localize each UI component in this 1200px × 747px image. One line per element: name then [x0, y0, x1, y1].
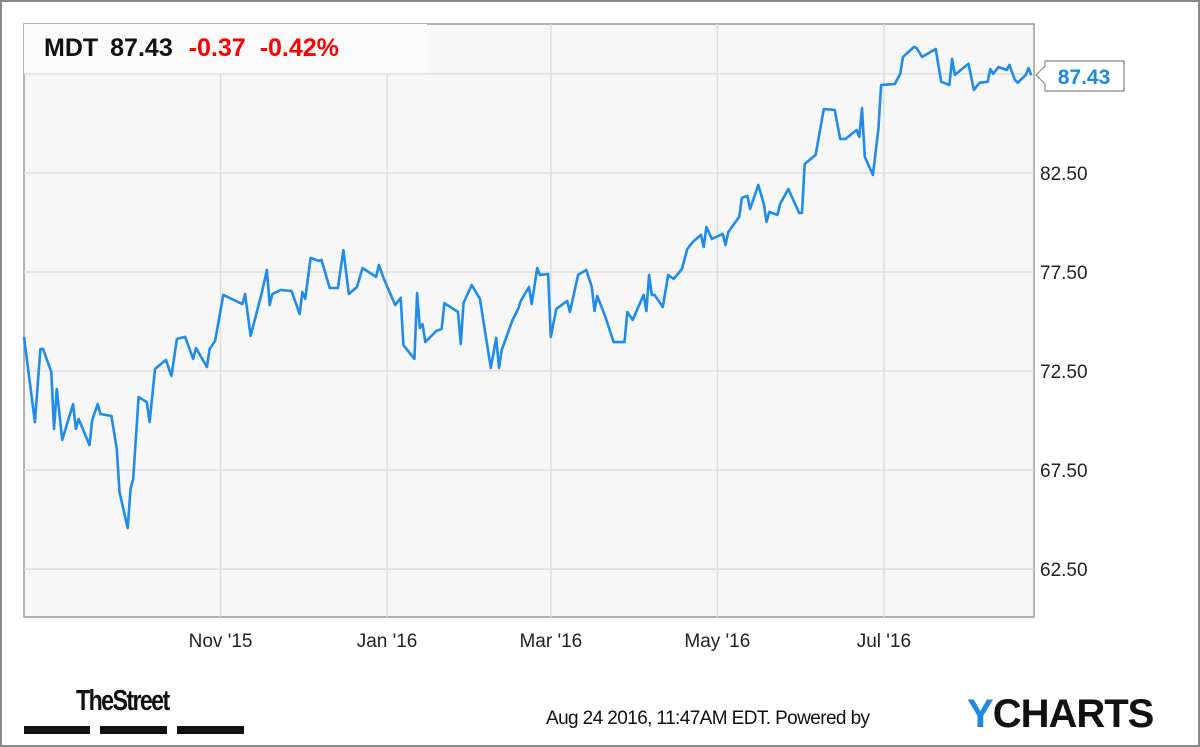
logo-bar	[24, 726, 90, 734]
ycharts-logo: YCHARTS	[967, 692, 1155, 737]
x-axis: Nov '15 Jan '16 Mar '16 May '16 Jul '16	[189, 631, 911, 652]
ycharts-logo-rest: CHARTS	[992, 692, 1155, 736]
y-tick-label: 62.50	[1040, 560, 1088, 581]
price-line[interactable]	[22, 45, 1033, 530]
powered-by: Powered by	[775, 708, 870, 729]
y-tick-label: 67.50	[1040, 461, 1088, 482]
x-tick-label: May '16	[684, 631, 750, 652]
x-tick-label: Nov '15	[189, 631, 253, 652]
callout-box	[1035, 60, 1125, 92]
x-tick-label: Jul '16	[857, 631, 911, 652]
x-tick-label: Mar '16	[519, 631, 582, 652]
timestamp: Aug 24 2016, 11:47AM EDT.	[546, 708, 771, 729]
y-axis: 62.50 67.50 72.50 77.50 82.50	[1040, 164, 1088, 581]
logo-bar	[177, 726, 244, 734]
y-tick-label: 82.50	[1040, 164, 1088, 185]
quote-price: 87.43	[110, 34, 173, 62]
footer-credit: Aug 24 2016, 11:47AM EDT. Powered by	[546, 708, 870, 730]
ticker-symbol: MDT	[44, 34, 99, 62]
logo-bar	[100, 726, 167, 734]
x-tick-label: Jan '16	[357, 631, 418, 652]
y-tick-label: 77.50	[1040, 263, 1088, 284]
thestreet-logo: TheStreet	[76, 685, 170, 717]
last-price-label: 87.43	[1058, 66, 1111, 89]
quote-header: MDT 87.43 -0.37 -0.42%	[24, 24, 427, 74]
ycharts-logo-y: Y	[967, 692, 994, 736]
price-change-percent: -0.42%	[259, 34, 339, 62]
plot-area	[23, 23, 1035, 618]
price-change: -0.37	[188, 34, 246, 62]
last-price-callout: 87.43	[1035, 60, 1125, 92]
y-tick-label: 72.50	[1040, 362, 1088, 383]
